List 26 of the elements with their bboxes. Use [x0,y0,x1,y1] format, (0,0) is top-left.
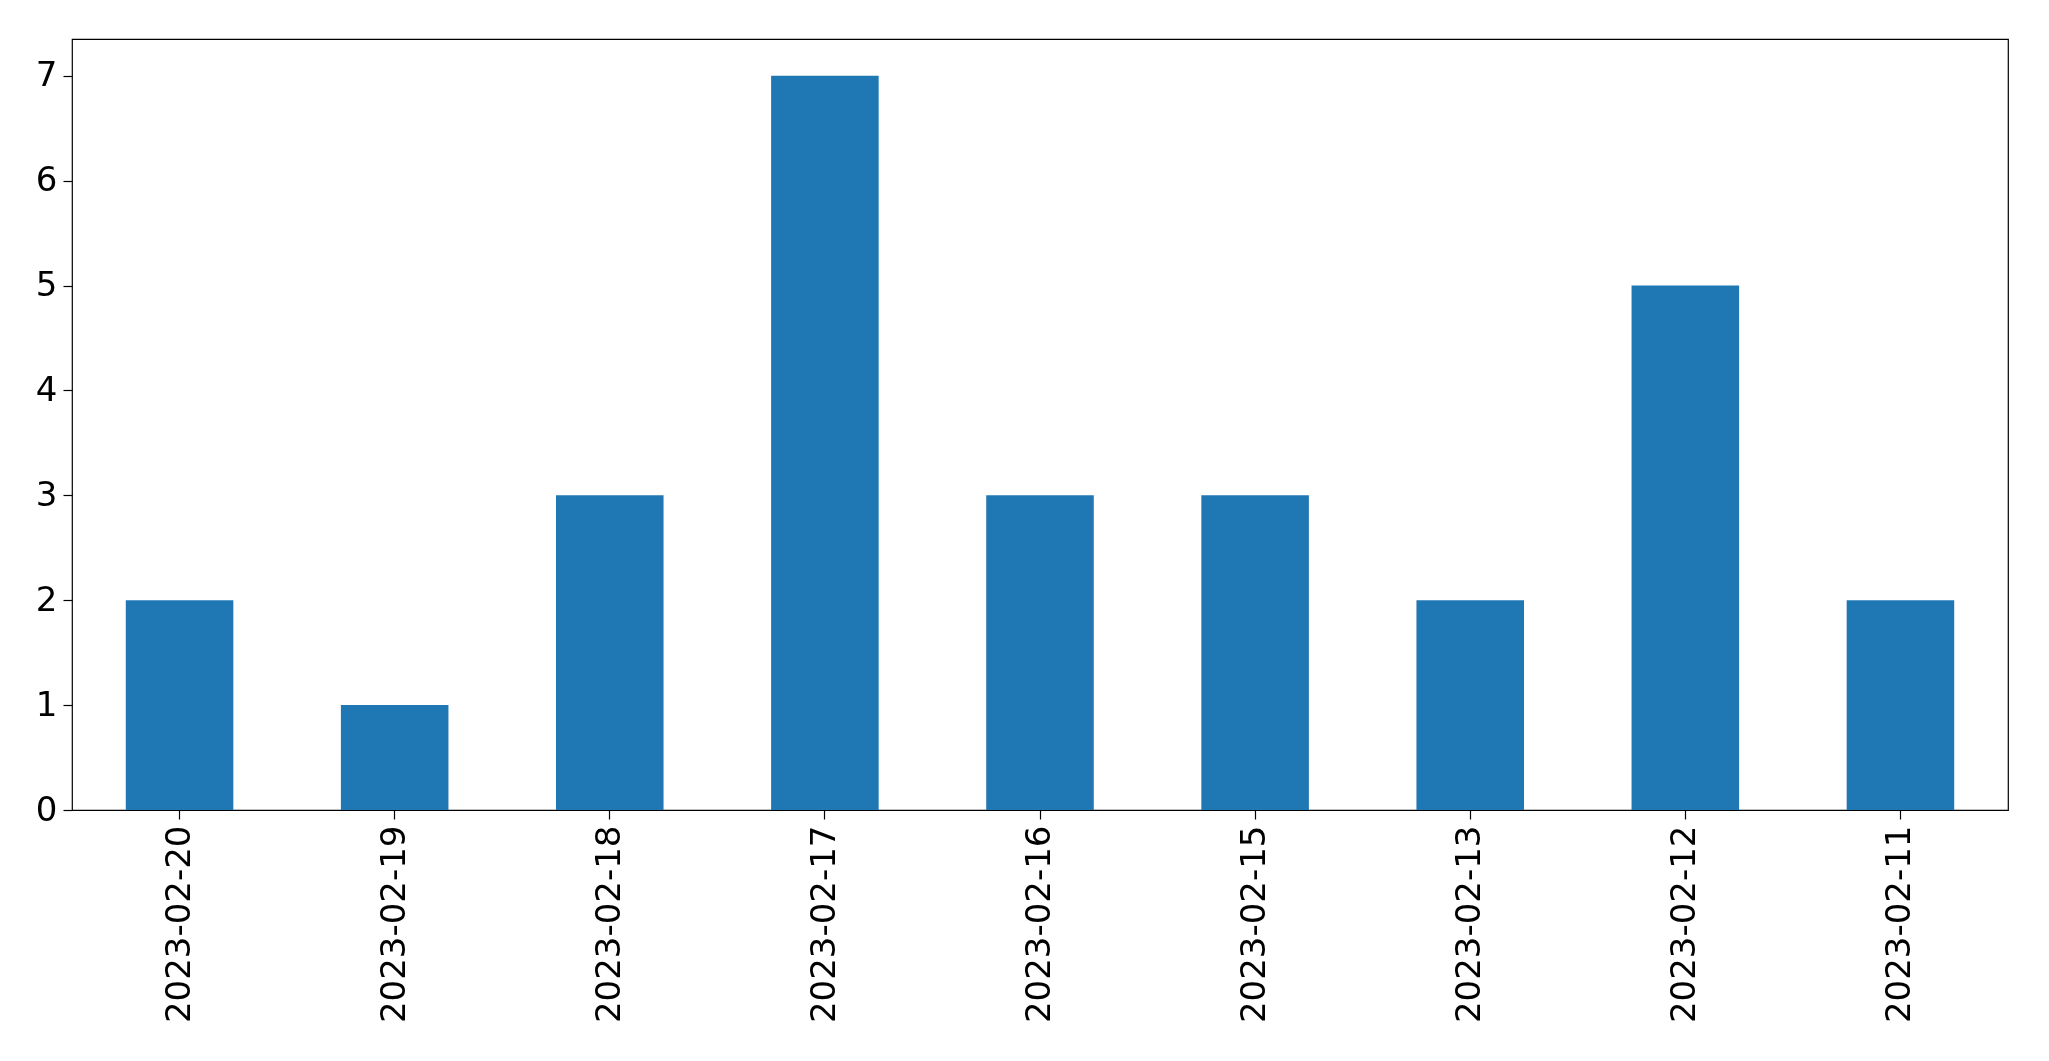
x-tick-label: 2023-02-16 [1018,825,1058,1024]
x-tick-label: 2023-02-19 [372,825,413,1024]
bar [771,75,879,810]
x-tick-label: 2023-02-17 [802,825,843,1024]
bar [125,600,234,810]
x-tick-label: 2023-02-20 [157,825,198,1024]
y-tick-label: 7 [35,54,58,95]
bar [1631,285,1740,810]
y-tick-label: 5 [35,264,58,305]
x-tick-label: 2023-02-15 [1233,825,1274,1024]
y-tick-label: 1 [35,683,58,724]
bar [1846,600,1955,810]
x-tick-label: 2023-02-13 [1448,825,1489,1024]
x-tick-label: 2023-02-12 [1663,825,1704,1024]
y-tick-label: 0 [35,788,58,829]
bar [986,495,1094,810]
bar [1416,600,1524,810]
y-tick-label: 6 [35,159,58,200]
x-tick-label: 2023-02-18 [587,825,628,1024]
bar [340,705,449,810]
x-tick-label: 2023-02-11 [1878,825,1919,1024]
bar [556,495,664,810]
y-tick-label: 3 [35,473,58,514]
bar [1201,495,1309,810]
y-tick-label: 2 [35,578,58,619]
y-tick-label: 4 [35,368,58,409]
